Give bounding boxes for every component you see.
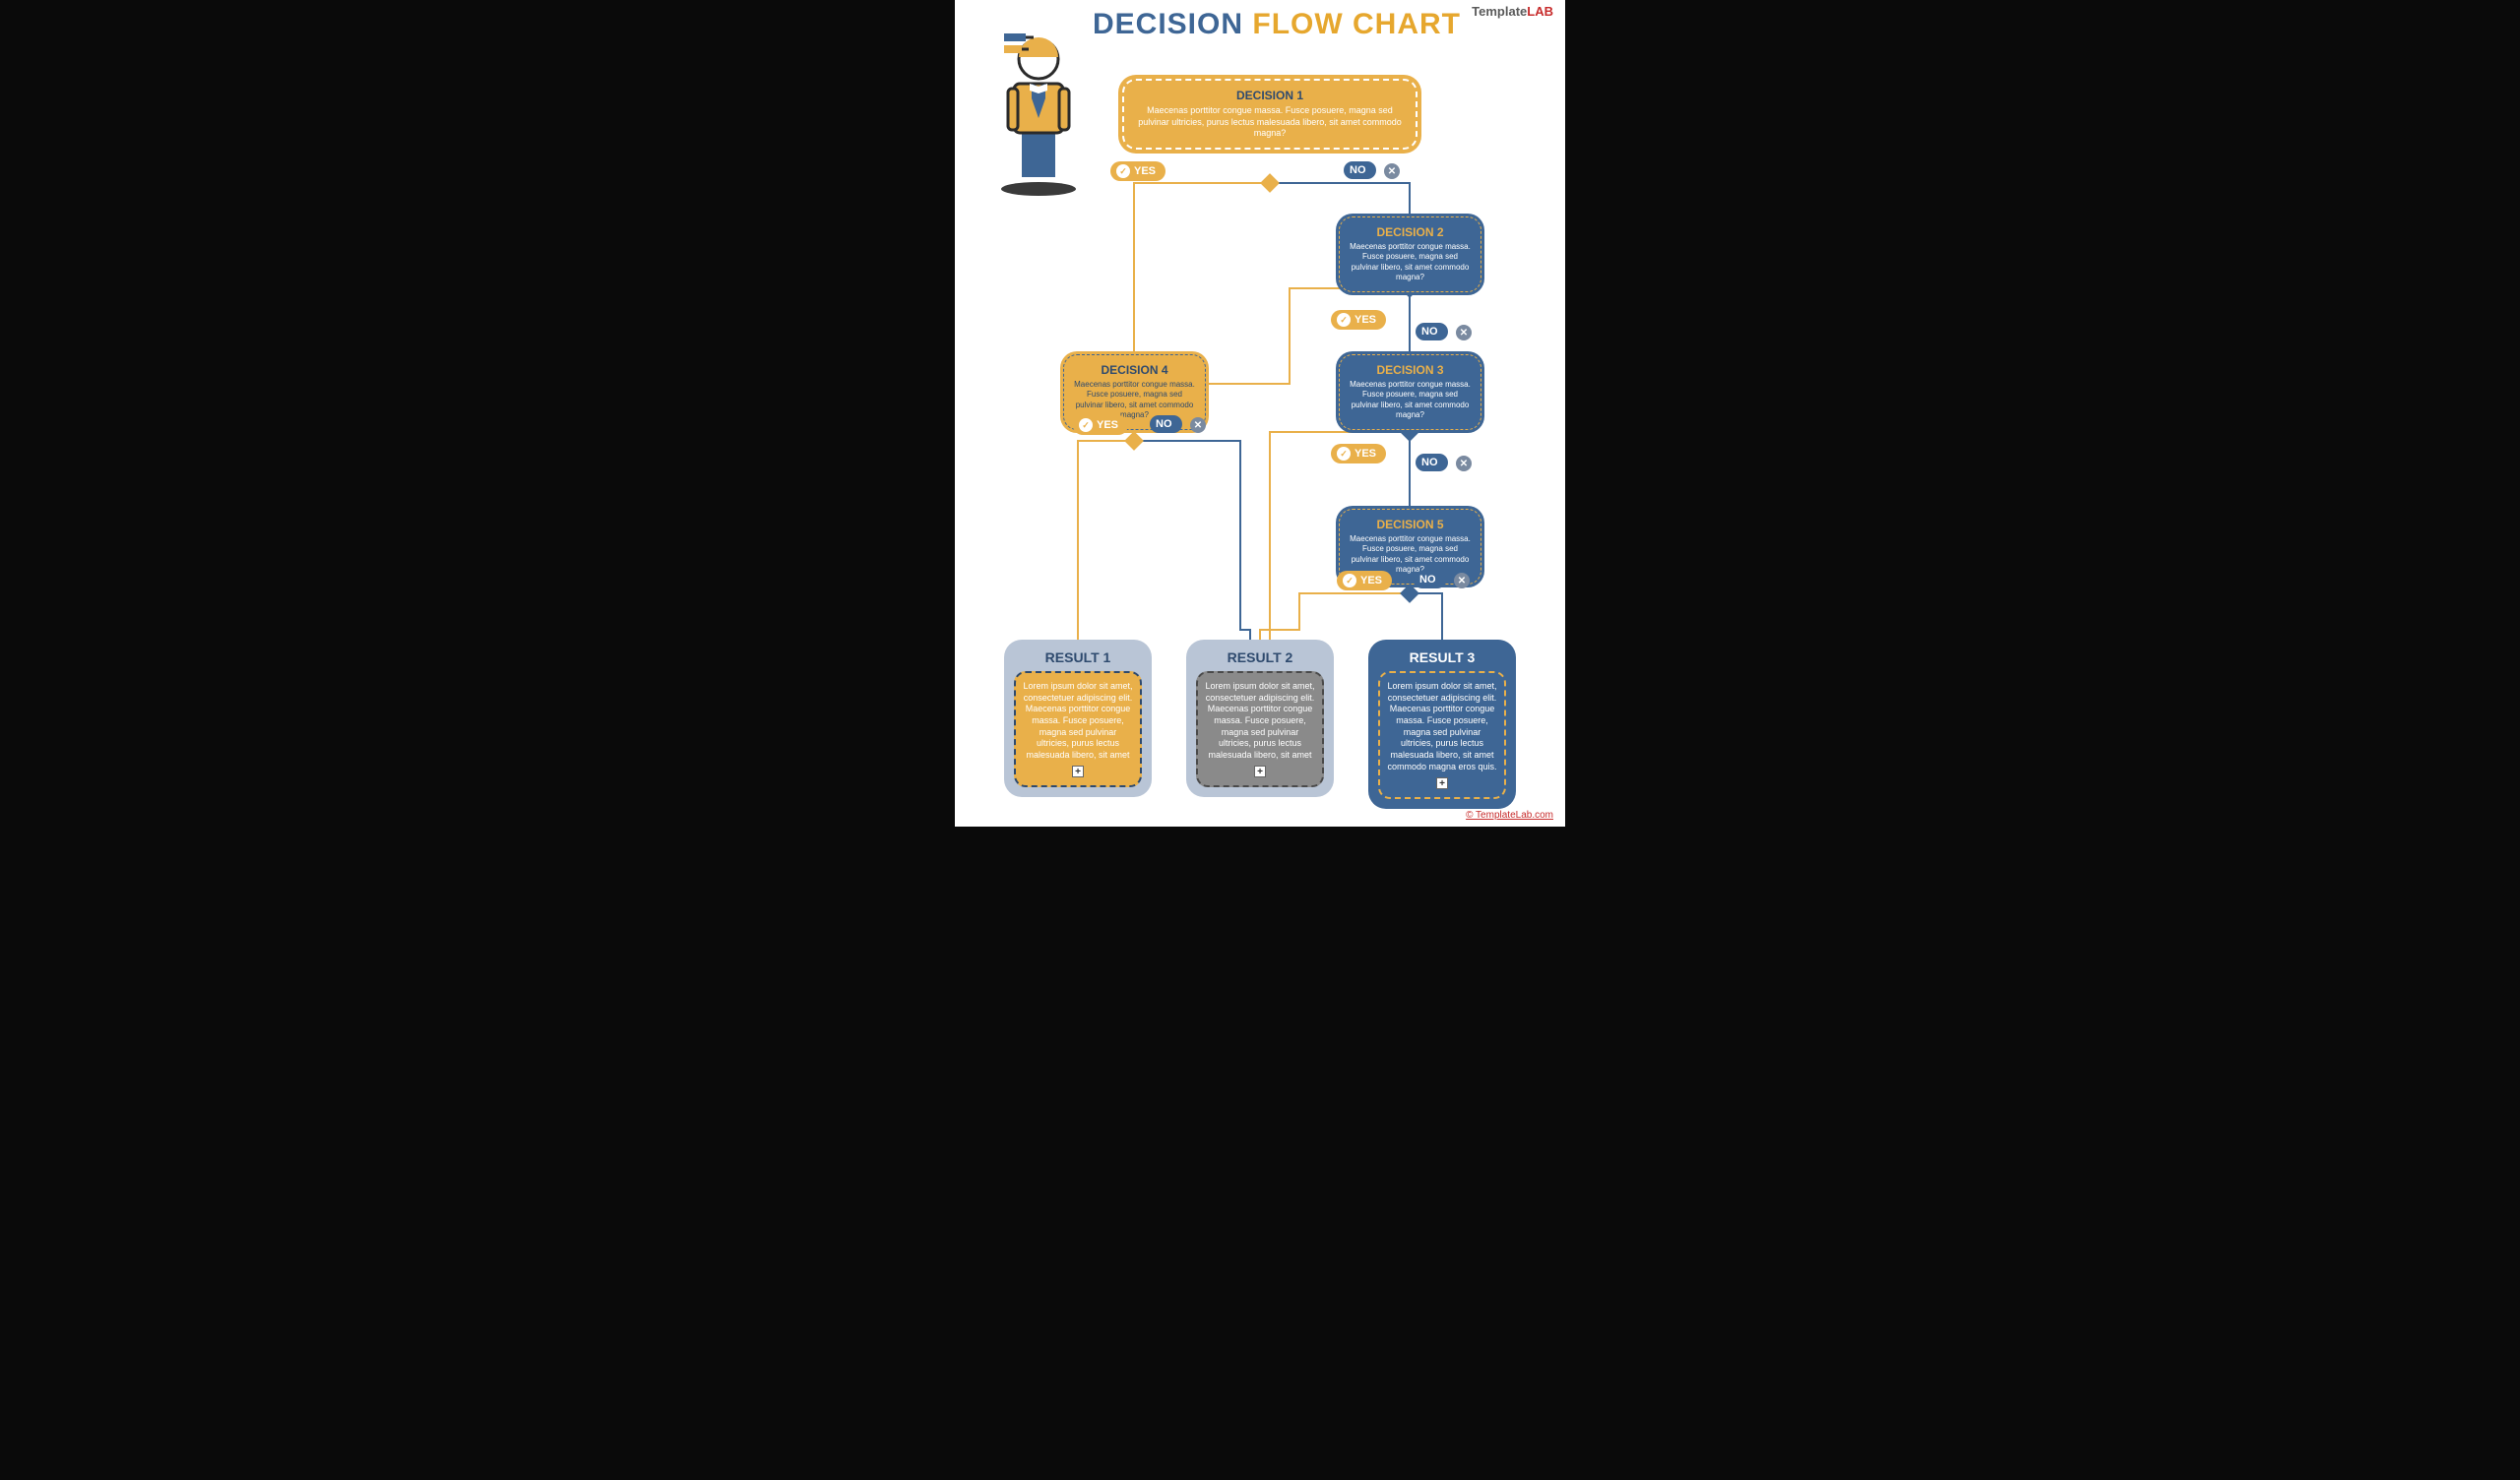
x-icon: ✕ — [1384, 163, 1400, 179]
check-icon: ✓ — [1079, 418, 1093, 432]
decision-1-body: Maecenas porttitor congue massa. Fusce p… — [1134, 105, 1406, 140]
result-3-text: Lorem ipsum dolor sit amet, consectetuer… — [1387, 681, 1496, 771]
yes-label: ✓YES — [1110, 161, 1166, 181]
result-1-title: RESULT 1 — [1014, 649, 1142, 665]
x-icon: ✕ — [1456, 325, 1472, 340]
brand-part1: Template — [1472, 4, 1527, 19]
decision-3-title: DECISION 3 — [1350, 363, 1471, 377]
result-2: RESULT 2 Lorem ipsum dolor sit amet, con… — [1186, 640, 1334, 797]
decision-2-title: DECISION 2 — [1350, 225, 1471, 239]
decision-1-title: DECISION 1 — [1134, 89, 1406, 102]
decision-2-body: Maecenas porttitor congue massa. Fusce p… — [1350, 242, 1471, 283]
no-label: NO — [1416, 323, 1448, 340]
no-label: NO — [1344, 161, 1376, 179]
decision-5-body: Maecenas porttitor congue massa. Fusce p… — [1350, 534, 1471, 576]
yes-label: ✓YES — [1337, 571, 1392, 590]
check-icon: ✓ — [1116, 164, 1130, 178]
yes-label: ✓YES — [1331, 310, 1386, 330]
page: TemplateLAB DECISION FLOW CHART DECISION… — [955, 0, 1565, 827]
decision-2: DECISION 2 Maecenas porttitor congue mas… — [1339, 216, 1481, 292]
page-title: DECISION FLOW CHART — [1093, 8, 1461, 41]
decision-1: DECISION 1 Maecenas porttitor congue mas… — [1122, 79, 1418, 150]
check-icon: ✓ — [1337, 447, 1351, 461]
result-1: RESULT 1 Lorem ipsum dolor sit amet, con… — [1004, 640, 1152, 797]
decision-4-title: DECISION 4 — [1074, 363, 1195, 377]
person-icon — [984, 20, 1093, 197]
expand-icon: + — [1254, 766, 1266, 777]
check-icon: ✓ — [1343, 574, 1356, 587]
no-label: NO — [1150, 415, 1182, 433]
brand-logo: TemplateLAB — [1472, 4, 1553, 19]
copyright-link[interactable]: © TemplateLab.com — [1466, 810, 1553, 821]
result-3-title: RESULT 3 — [1378, 649, 1506, 665]
decision-5-title: DECISION 5 — [1350, 518, 1471, 531]
check-icon: ✓ — [1337, 313, 1351, 327]
x-icon: ✕ — [1190, 417, 1206, 433]
yes-label: ✓YES — [1331, 444, 1386, 463]
title-word2: FLOW CHART — [1252, 8, 1461, 40]
decision-3-body: Maecenas porttitor congue massa. Fusce p… — [1350, 380, 1471, 421]
result-2-title: RESULT 2 — [1196, 649, 1324, 665]
title-word1: DECISION — [1093, 8, 1243, 40]
x-icon: ✕ — [1456, 456, 1472, 471]
yes-label: ✓YES — [1073, 415, 1128, 435]
expand-icon: + — [1072, 766, 1084, 777]
result-1-text: Lorem ipsum dolor sit amet, consectetuer… — [1023, 681, 1132, 760]
result-1-body: Lorem ipsum dolor sit amet, consectetuer… — [1014, 671, 1142, 787]
no-label: NO — [1414, 571, 1446, 588]
result-3-body: Lorem ipsum dolor sit amet, consectetuer… — [1378, 671, 1506, 799]
decision-3: DECISION 3 Maecenas porttitor congue mas… — [1339, 354, 1481, 430]
expand-icon: + — [1436, 777, 1448, 789]
result-2-body: Lorem ipsum dolor sit amet, consectetuer… — [1196, 671, 1324, 787]
brand-part2: LAB — [1527, 4, 1553, 19]
result-2-text: Lorem ipsum dolor sit amet, consectetuer… — [1205, 681, 1314, 760]
result-3: RESULT 3 Lorem ipsum dolor sit amet, con… — [1368, 640, 1516, 809]
x-icon: ✕ — [1454, 573, 1470, 588]
no-label: NO — [1416, 454, 1448, 471]
